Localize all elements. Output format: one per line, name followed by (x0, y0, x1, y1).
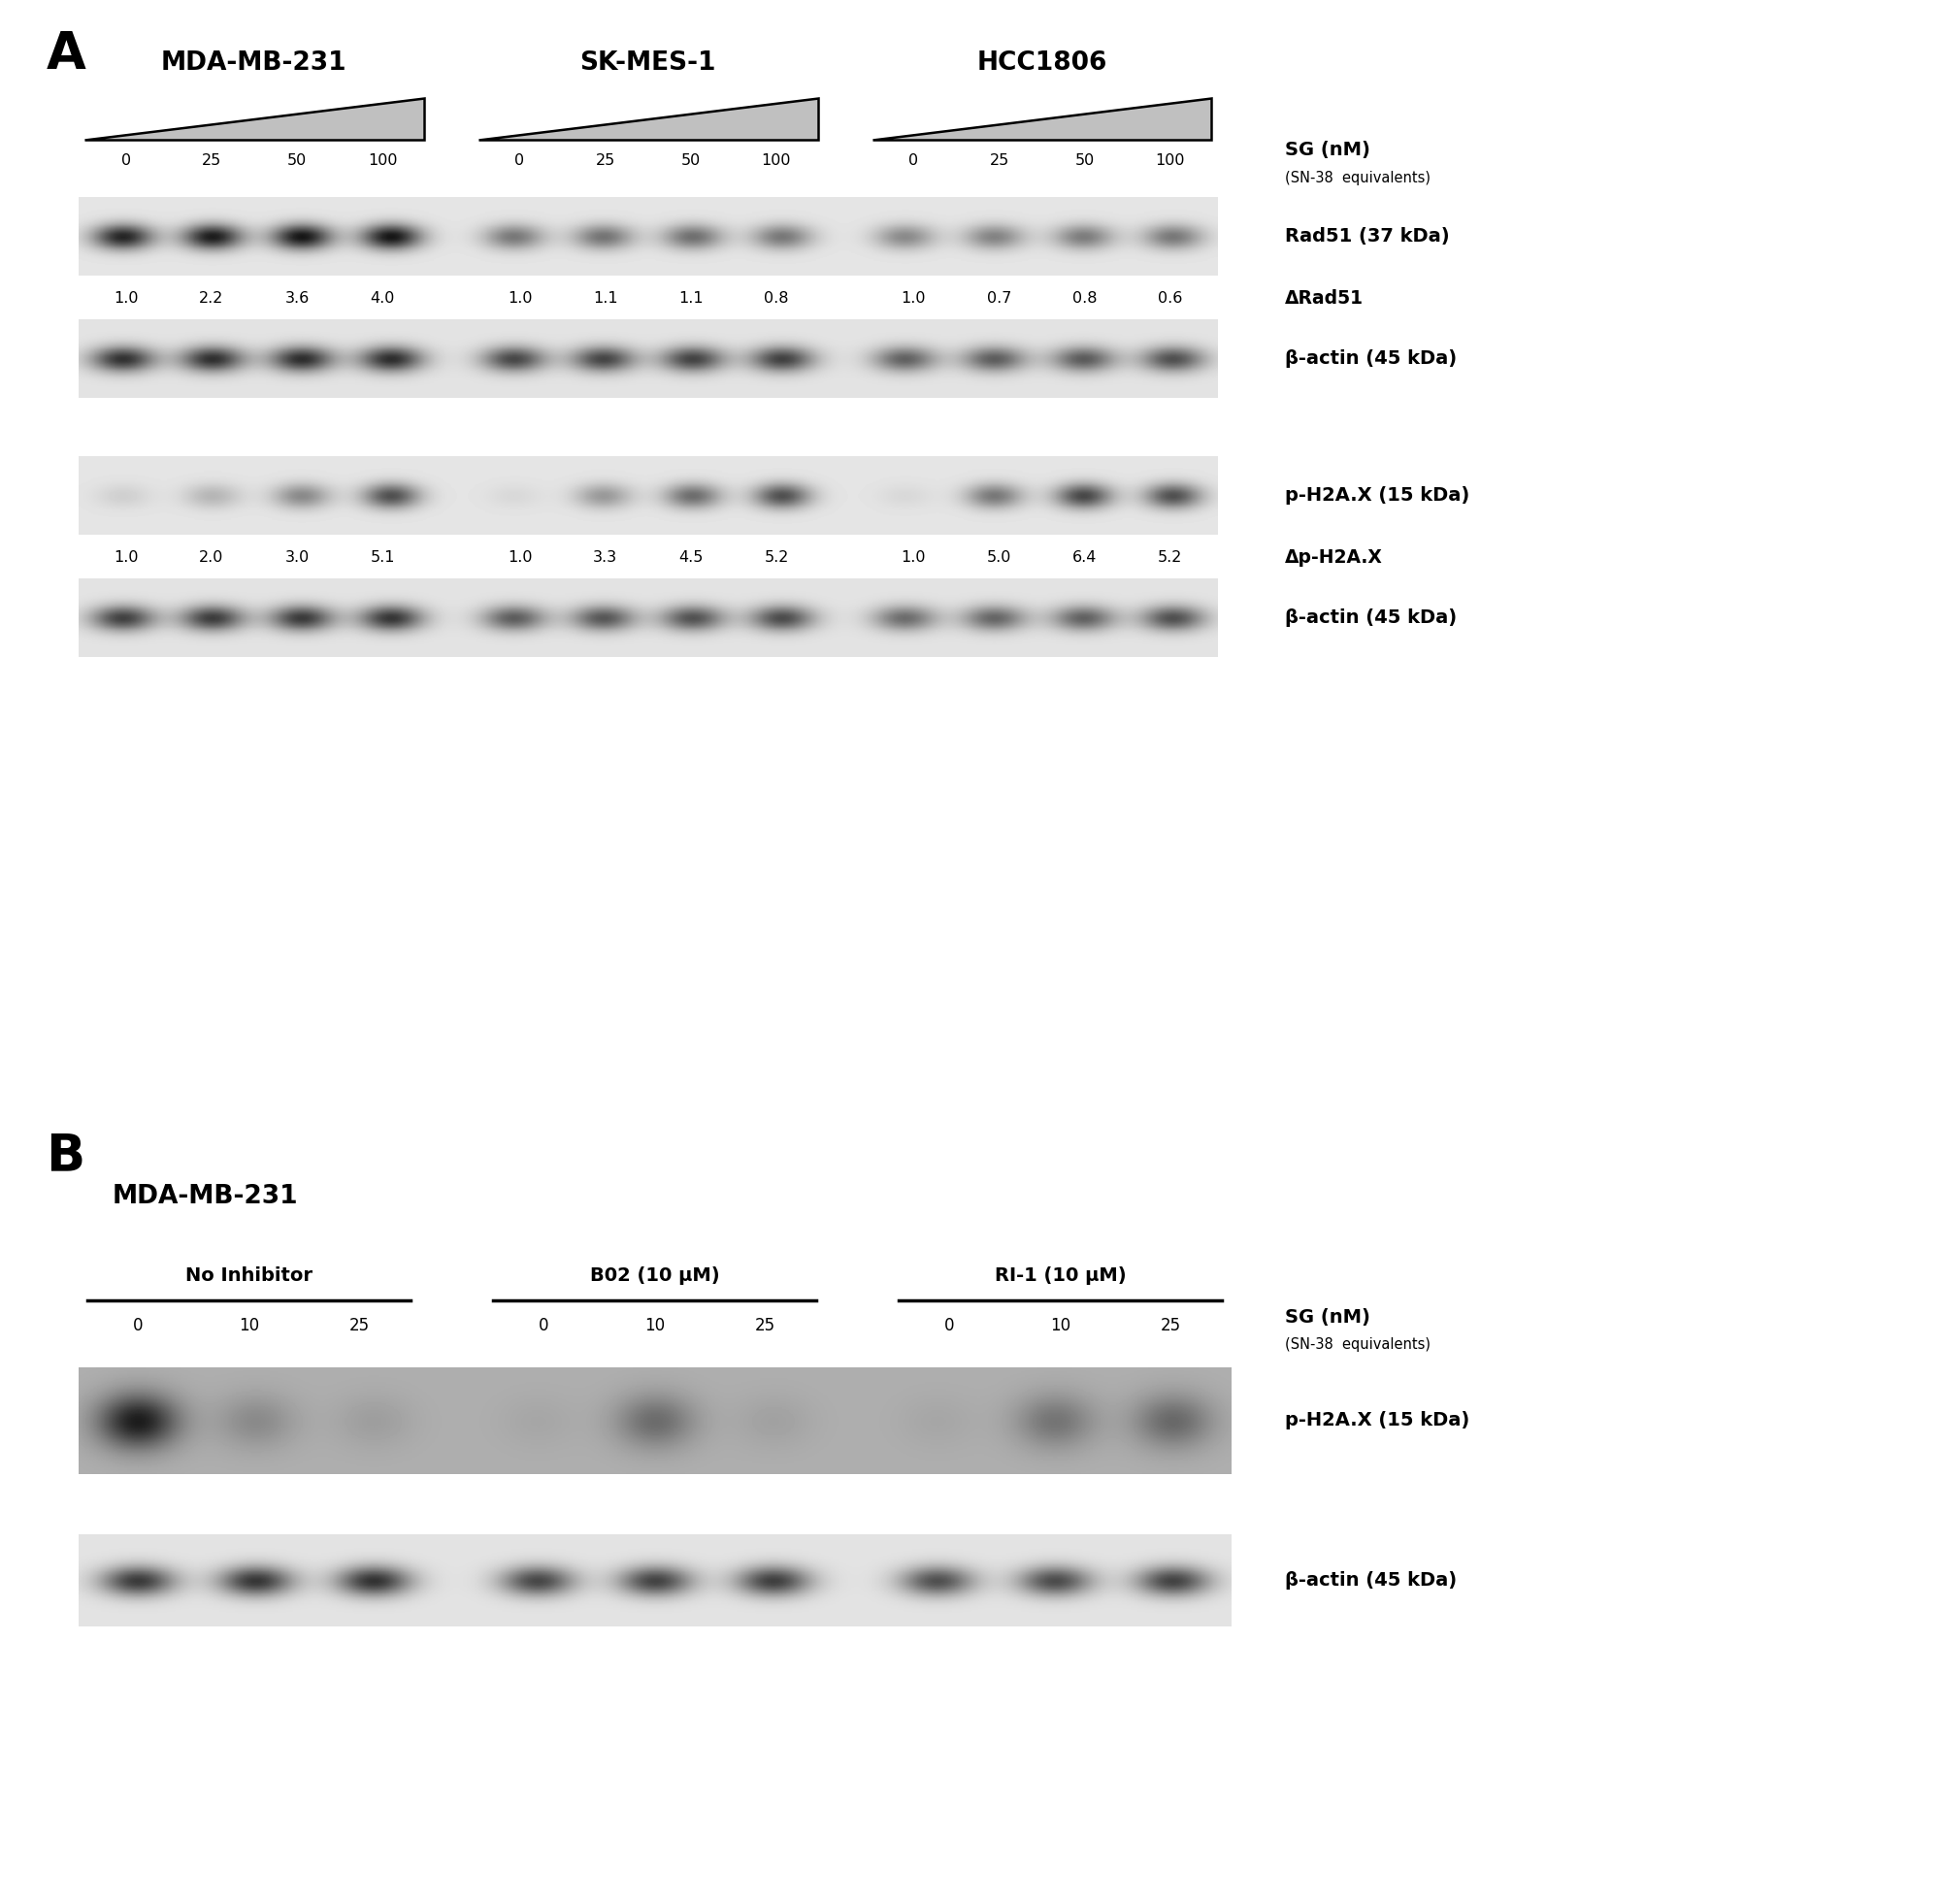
Text: 50: 50 (1075, 152, 1095, 168)
Text: p-H2A.X (15 kDa): p-H2A.X (15 kDa) (1285, 486, 1469, 505)
Text: 1.0: 1.0 (507, 550, 532, 565)
Text: β-actin (45 kDa): β-actin (45 kDa) (1285, 607, 1458, 626)
Text: No Inhibitor: No Inhibitor (186, 1266, 313, 1285)
Text: 0: 0 (134, 1316, 144, 1335)
Text: 25: 25 (1161, 1316, 1182, 1335)
Text: 25: 25 (596, 152, 615, 168)
Text: 0.8: 0.8 (765, 291, 788, 307)
Text: 1.1: 1.1 (679, 291, 703, 307)
Text: A: A (47, 29, 85, 80)
Text: 10: 10 (644, 1316, 666, 1335)
Text: 3.0: 3.0 (285, 550, 309, 565)
Text: 0: 0 (908, 152, 918, 168)
Text: B02 (10 μM): B02 (10 μM) (590, 1266, 720, 1285)
Text: MDA-MB-231: MDA-MB-231 (161, 50, 347, 76)
Text: 25: 25 (202, 152, 221, 168)
Text: 25: 25 (349, 1316, 371, 1335)
Text: 25: 25 (755, 1316, 776, 1335)
Text: ΔRad51: ΔRad51 (1285, 289, 1365, 308)
Text: 50: 50 (287, 152, 307, 168)
Text: p-H2A.X (15 kDa): p-H2A.X (15 kDa) (1285, 1411, 1469, 1430)
Text: 0.8: 0.8 (1071, 291, 1097, 307)
Text: β-actin (45 kDa): β-actin (45 kDa) (1285, 1571, 1458, 1590)
Text: 0: 0 (120, 152, 130, 168)
Text: MDA-MB-231: MDA-MB-231 (113, 1184, 299, 1209)
Text: B: B (47, 1131, 85, 1182)
Text: 3.3: 3.3 (594, 550, 617, 565)
Text: 1.0: 1.0 (901, 550, 926, 565)
Text: 2.2: 2.2 (200, 291, 223, 307)
Text: 5.1: 5.1 (371, 550, 394, 565)
Text: 100: 100 (1155, 152, 1186, 168)
Text: 0: 0 (540, 1316, 549, 1335)
Text: (SN-38  equivalents): (SN-38 equivalents) (1285, 171, 1431, 185)
Polygon shape (477, 97, 817, 139)
Text: 1.0: 1.0 (113, 291, 138, 307)
Text: 4.0: 4.0 (371, 291, 394, 307)
Text: 0: 0 (514, 152, 524, 168)
Text: SK-MES-1: SK-MES-1 (580, 50, 716, 76)
Text: β-actin (45 kDa): β-actin (45 kDa) (1285, 350, 1458, 367)
Text: 5.0: 5.0 (986, 550, 1011, 565)
Text: 1.1: 1.1 (592, 291, 617, 307)
Text: 3.6: 3.6 (285, 291, 309, 307)
Text: 2.0: 2.0 (200, 550, 223, 565)
Text: 25: 25 (990, 152, 1009, 168)
Text: 100: 100 (761, 152, 792, 168)
Text: 5.2: 5.2 (765, 550, 788, 565)
Polygon shape (872, 97, 1211, 139)
Text: Δp-H2A.X: Δp-H2A.X (1285, 548, 1384, 567)
Text: 0.7: 0.7 (986, 291, 1011, 307)
Text: 10: 10 (1050, 1316, 1071, 1335)
Text: 1.0: 1.0 (507, 291, 532, 307)
Text: 10: 10 (239, 1316, 260, 1335)
Text: SG (nM): SG (nM) (1285, 141, 1370, 160)
Text: 1.0: 1.0 (113, 550, 138, 565)
Text: 100: 100 (367, 152, 398, 168)
Text: 0.6: 0.6 (1159, 291, 1182, 307)
Text: 50: 50 (681, 152, 701, 168)
Text: (SN-38  equivalents): (SN-38 equivalents) (1285, 1337, 1431, 1352)
Text: 0: 0 (945, 1316, 955, 1335)
Text: HCC1806: HCC1806 (976, 50, 1106, 76)
Text: 1.0: 1.0 (901, 291, 926, 307)
Text: 5.2: 5.2 (1159, 550, 1182, 565)
Text: RI-1 (10 μM): RI-1 (10 μM) (994, 1266, 1126, 1285)
Text: 4.5: 4.5 (679, 550, 703, 565)
Text: Rad51 (37 kDa): Rad51 (37 kDa) (1285, 227, 1450, 246)
Polygon shape (85, 97, 423, 139)
Text: SG (nM): SG (nM) (1285, 1308, 1370, 1327)
Text: 6.4: 6.4 (1071, 550, 1097, 565)
